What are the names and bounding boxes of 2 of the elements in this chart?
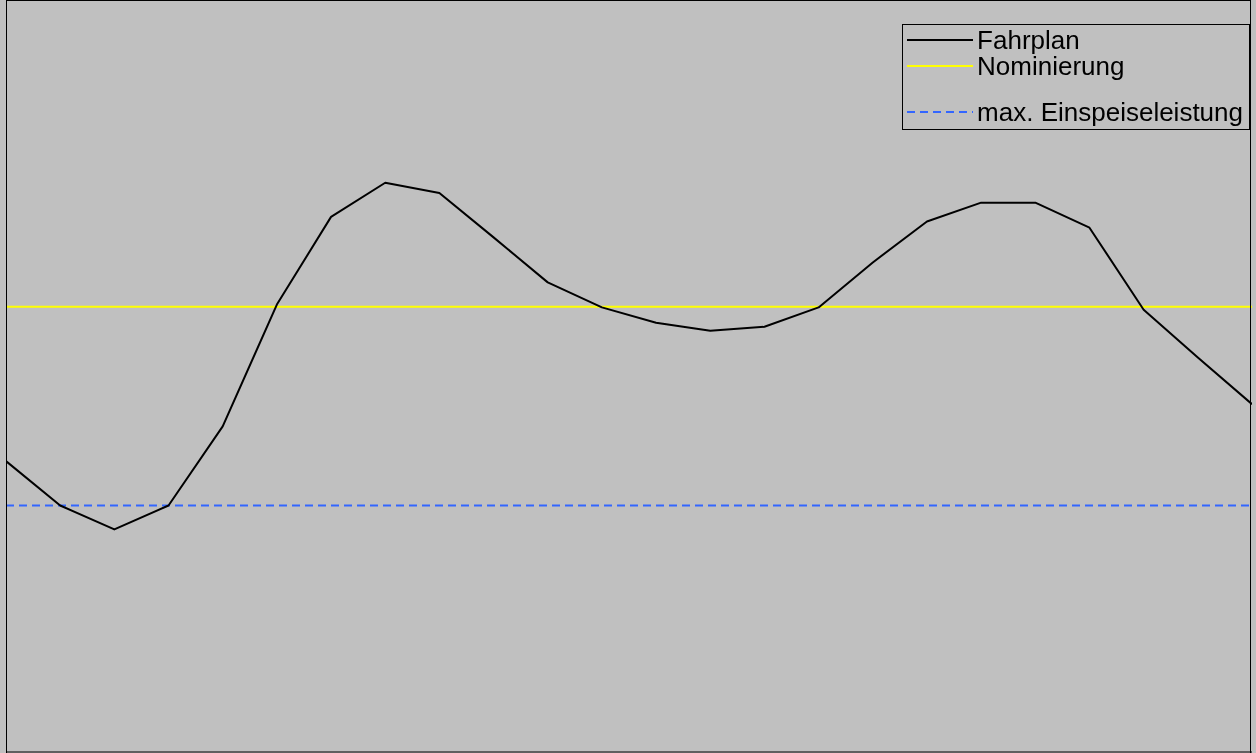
legend-label: Fahrplan <box>977 25 1080 55</box>
legend-label: max. Einspeiseleistung <box>977 97 1243 127</box>
